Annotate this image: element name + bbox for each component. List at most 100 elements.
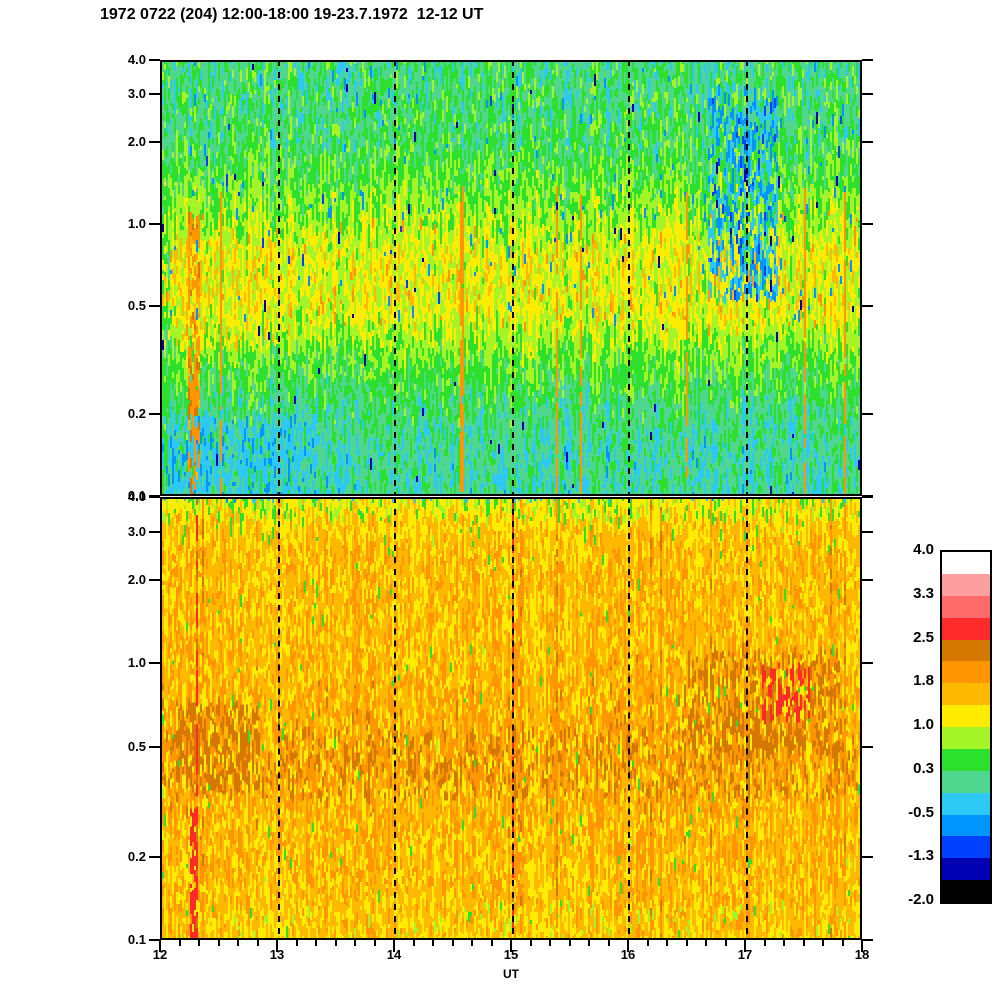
colorbar-segment — [942, 661, 990, 684]
x-tick-label: 14 — [386, 947, 402, 962]
x-minor-tick — [783, 940, 785, 946]
y-tick-label: 0.1 — [127, 932, 146, 947]
colorbar-segment — [942, 595, 990, 618]
x-major-tick — [861, 940, 863, 952]
x-minor-tick — [373, 940, 376, 946]
y-tick-label: 1.0 — [127, 215, 146, 231]
colorbar-tick-label: 1.0 — [913, 716, 934, 733]
x-tick-label: 12 — [152, 947, 168, 962]
colorbar-segment — [942, 639, 990, 662]
x-axis-title: UT — [503, 967, 519, 981]
y-tick-label: 1.0 — [127, 655, 146, 671]
x-minor-tick — [666, 940, 668, 946]
y-tick-right — [862, 140, 873, 143]
y-tick-left — [149, 530, 160, 533]
x-minor-tick — [724, 940, 727, 946]
colorbar-segment — [942, 705, 990, 727]
x-minor-tick — [471, 940, 473, 946]
x-minor-tick — [451, 940, 454, 946]
y-tick-label: 3.0 — [127, 523, 146, 539]
x-minor-tick — [295, 940, 298, 946]
x-tick-label: 18 — [854, 947, 870, 962]
x-minor-tick — [432, 940, 434, 946]
y-tick-left — [149, 745, 160, 748]
y-tick-label: 2.0 — [127, 572, 146, 588]
y-tick-left — [149, 855, 160, 858]
colorbar-segment — [942, 683, 990, 706]
x-minor-tick — [802, 940, 805, 946]
colorbar-tick-label: -1.3 — [908, 847, 934, 865]
x-minor-tick — [412, 940, 415, 946]
x-minor-tick — [705, 940, 707, 946]
y-tick-right — [862, 59, 873, 61]
y-tick-label: 4.0 — [127, 52, 146, 67]
y-tick-label: 0.1 — [127, 488, 146, 503]
y-tick-right — [862, 855, 873, 858]
plot-title: 1972 0722 (204) 12:00-18:00 19-23.7.1972… — [100, 6, 484, 23]
x-minor-tick — [354, 940, 356, 946]
colorbar-segment — [942, 770, 990, 793]
bottom-spectrogram-panel — [160, 497, 862, 940]
colorbar-segment — [942, 573, 990, 596]
y-tick-left — [149, 222, 160, 225]
colorbar-segment — [942, 792, 990, 815]
colorbar-segment — [942, 552, 990, 574]
x-minor-tick — [256, 940, 259, 946]
colorbar-tick-label: -2.0 — [908, 891, 934, 908]
x-minor-tick — [237, 940, 239, 946]
y-tick-left — [149, 304, 160, 307]
y-tick-label: 3.0 — [127, 86, 146, 101]
colorbar-segment — [942, 617, 990, 640]
y-tick-right — [862, 939, 873, 941]
x-tick-label: 15 — [503, 947, 519, 962]
y-tick-right — [862, 413, 873, 416]
x-minor-tick — [198, 940, 200, 946]
y-tick-right — [862, 579, 873, 582]
x-minor-tick — [568, 940, 571, 946]
x-major-tick — [159, 940, 161, 952]
y-tick-label: 0.5 — [127, 738, 146, 754]
x-minor-tick — [588, 940, 590, 946]
y-tick-label: 0.5 — [127, 297, 146, 313]
y-tick-label: 0.2 — [127, 406, 146, 422]
x-minor-tick — [334, 940, 337, 946]
colorbar-tick-label: 1.8 — [913, 672, 934, 690]
colorbar-segment — [942, 748, 990, 771]
y-tick-right — [862, 745, 873, 748]
x-tick-label: 16 — [620, 947, 636, 962]
colorbar-tick-label: 3.3 — [913, 584, 934, 602]
x-major-tick — [393, 940, 395, 952]
y-tick-left — [149, 140, 160, 143]
y-tick-left — [149, 93, 160, 95]
x-minor-tick — [217, 940, 220, 946]
top-spectrogram-canvas — [160, 60, 862, 496]
y-tick-right — [862, 530, 873, 533]
y-tick-left — [149, 579, 160, 582]
y-tick-left — [149, 413, 160, 416]
colorbar — [940, 550, 992, 904]
colorbar-segment — [942, 727, 990, 749]
y-tick-left — [149, 662, 160, 665]
x-major-tick — [627, 940, 629, 952]
x-minor-tick — [490, 940, 493, 946]
x-minor-tick — [607, 940, 610, 946]
colorbar-tick-label: 0.3 — [913, 759, 934, 777]
x-minor-tick — [822, 940, 824, 946]
y-tick-left — [149, 939, 160, 941]
y-tick-label: 2.0 — [127, 133, 146, 149]
y-tick-right — [862, 304, 873, 307]
y-tick-right — [862, 222, 873, 225]
colorbar-segment — [942, 836, 990, 859]
colorbar-segment — [942, 880, 990, 902]
x-minor-tick — [685, 940, 688, 946]
x-minor-tick — [529, 940, 532, 946]
x-tick-label: 13 — [269, 947, 285, 962]
x-minor-tick — [178, 940, 181, 946]
colorbar-tick-label: -0.5 — [908, 803, 934, 821]
y-tick-label: 0.2 — [127, 848, 146, 864]
x-major-tick — [276, 940, 278, 952]
x-minor-tick — [841, 940, 844, 946]
colorbar-tick-label: 4.0 — [913, 541, 934, 558]
colorbar-tick-label: 2.5 — [913, 628, 934, 646]
